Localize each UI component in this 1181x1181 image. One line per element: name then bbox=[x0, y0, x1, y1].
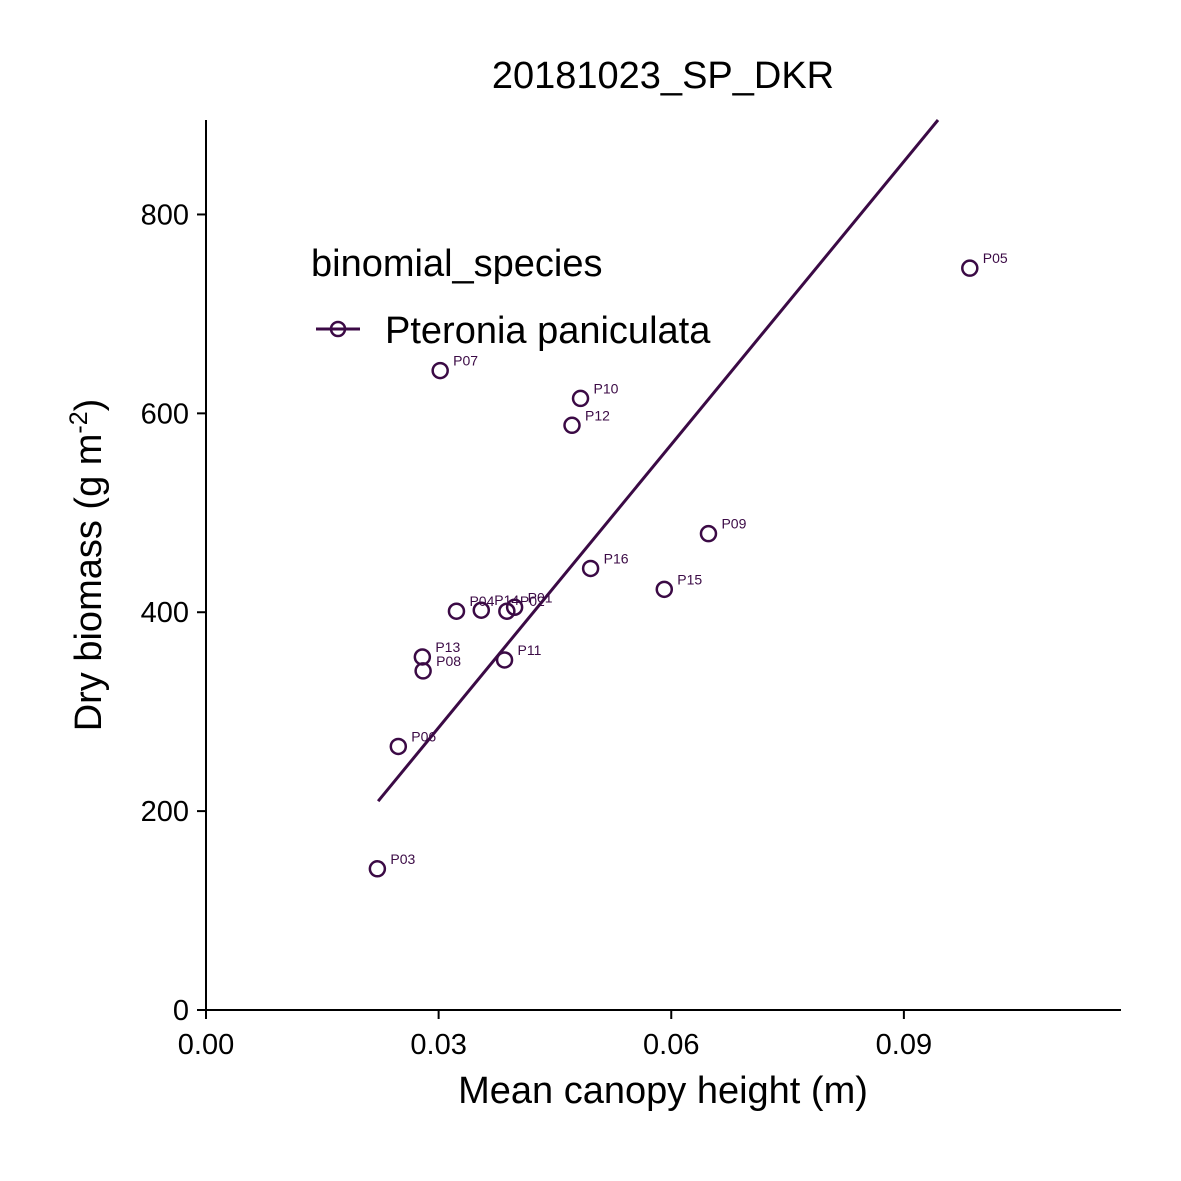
data-point bbox=[495, 651, 514, 669]
plot-area: P01P02P03P04P05P06P07P08P09P10P11P12P13P… bbox=[368, 119, 1008, 878]
data-point-label: P13 bbox=[435, 639, 460, 655]
data-point-label: P01 bbox=[528, 589, 553, 605]
data-point bbox=[581, 559, 600, 578]
legend-key-marker bbox=[329, 320, 347, 338]
data-point-label: P03 bbox=[390, 851, 415, 867]
legend-entry-label: Pteronia paniculata bbox=[385, 310, 711, 352]
y-tick-label: 200 bbox=[141, 796, 189, 828]
x-tick-label: 0.03 bbox=[410, 1029, 466, 1061]
y-axis-ticks: 0 200 400 600 800 bbox=[141, 199, 206, 1027]
data-point-label: P05 bbox=[983, 250, 1008, 266]
data-point bbox=[571, 389, 590, 408]
x-tick-label: 0.06 bbox=[643, 1029, 699, 1061]
y-axis-title: Dry biomass (g m-2) bbox=[65, 399, 110, 732]
x-tick-label: 0.09 bbox=[876, 1029, 932, 1061]
data-point bbox=[498, 602, 516, 620]
data-point-label: P09 bbox=[721, 516, 746, 532]
data-point-label: P02 bbox=[520, 593, 545, 609]
legend: binomial_species Pteronia paniculata bbox=[311, 243, 711, 352]
data-point bbox=[655, 580, 674, 599]
data-point-label: P12 bbox=[585, 407, 610, 423]
y-tick-label: 0 bbox=[173, 995, 189, 1027]
data-point bbox=[389, 737, 408, 756]
data-point bbox=[413, 648, 432, 666]
chart-title: 20181023_SP_DKR bbox=[492, 55, 834, 97]
y-tick-label: 600 bbox=[141, 398, 189, 430]
data-point-label: P06 bbox=[411, 728, 436, 744]
data-point-label: P15 bbox=[677, 571, 702, 587]
data-point-label: P16 bbox=[604, 550, 629, 566]
regression-line bbox=[376, 119, 940, 803]
data-point bbox=[368, 860, 387, 878]
y-axis-title-superscript: -2 bbox=[65, 411, 93, 433]
y-axis-title-main: Dry biomass (g m bbox=[68, 434, 110, 732]
data-point bbox=[447, 602, 466, 620]
legend-title: binomial_species bbox=[311, 243, 603, 285]
data-point-label: P08 bbox=[436, 653, 461, 669]
data-point bbox=[699, 524, 718, 543]
data-point bbox=[472, 601, 491, 619]
data-point bbox=[563, 416, 581, 435]
data-point-label: P11 bbox=[518, 642, 542, 658]
data-point-label: P07 bbox=[453, 353, 478, 369]
y-tick-label: 800 bbox=[141, 199, 189, 231]
x-axis-ticks: 0.00 0.03 0.06 0.09 bbox=[178, 1010, 932, 1061]
data-point bbox=[431, 361, 449, 380]
x-axis-title: Mean canopy height (m) bbox=[458, 1070, 868, 1112]
data-point-label: P10 bbox=[594, 380, 619, 396]
data-point bbox=[961, 259, 979, 277]
x-tick-label: 0.00 bbox=[178, 1029, 234, 1061]
y-axis-title-close: ) bbox=[68, 399, 110, 412]
data-point-label: P14 bbox=[494, 592, 519, 608]
y-tick-label: 400 bbox=[141, 597, 189, 629]
